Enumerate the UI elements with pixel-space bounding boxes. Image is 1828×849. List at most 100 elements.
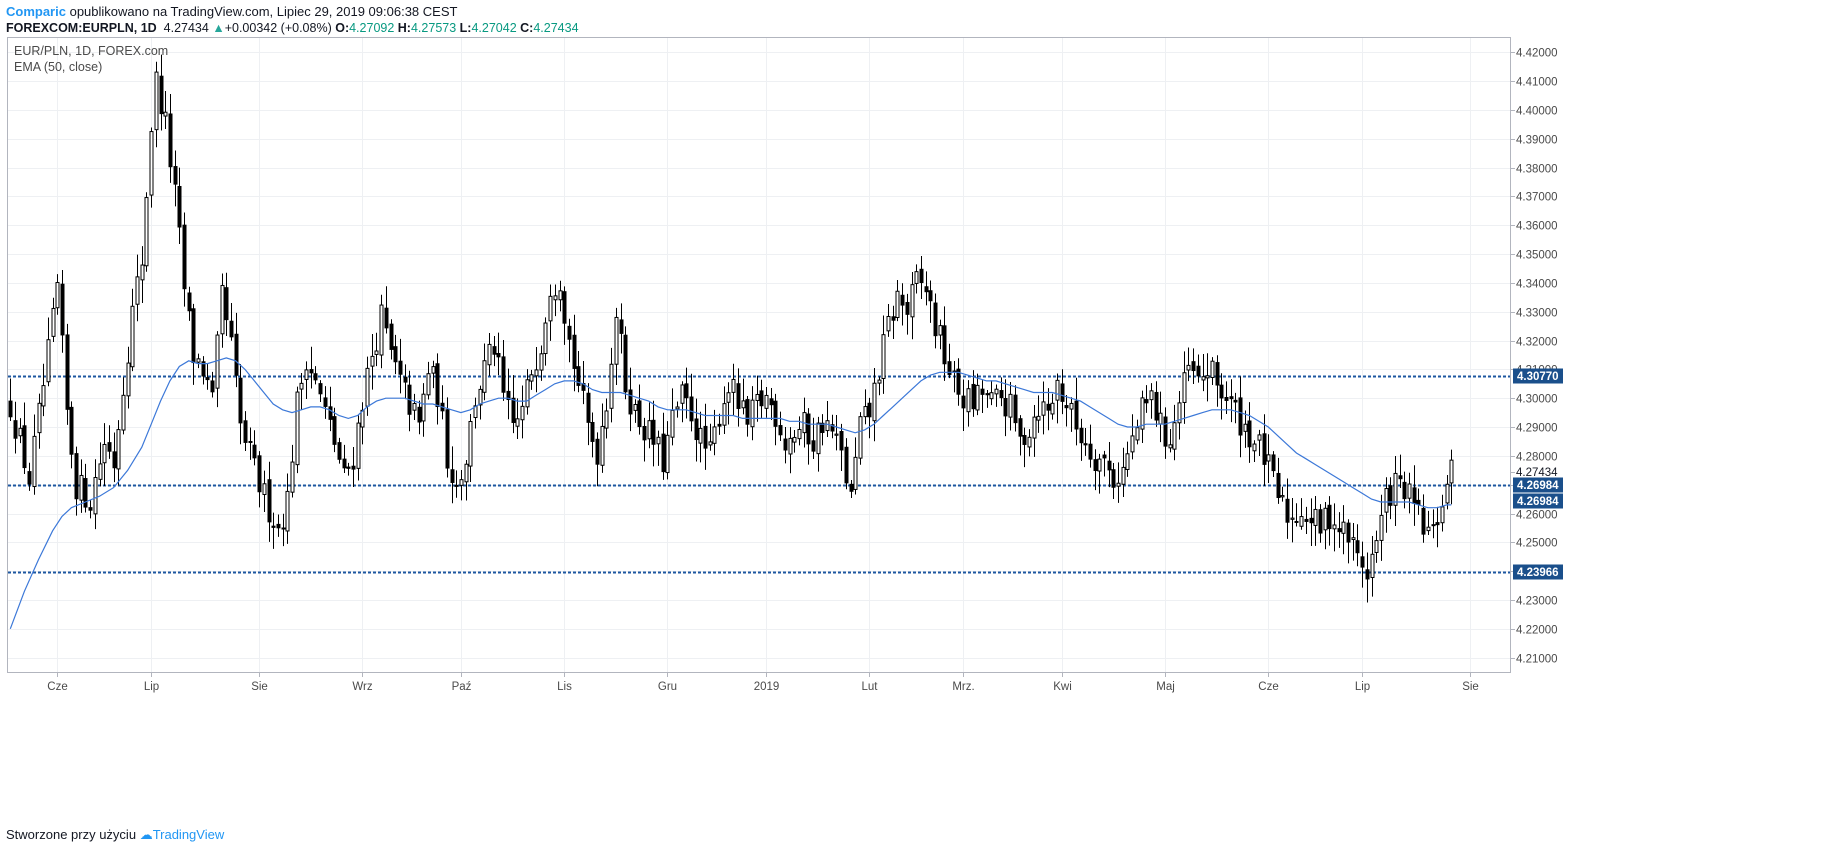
price-badge-2: 4.26984 (1517, 480, 1559, 492)
candle-body-288 (1360, 556, 1365, 568)
published-text: opublikowano na TradingView.com, Lipiec … (69, 4, 458, 19)
ema-line (9, 357, 1452, 630)
candle-body-106 (506, 390, 511, 401)
candle-body-212 (1003, 398, 1008, 417)
candle-body-277 (1309, 517, 1314, 524)
candle-body-135 (642, 425, 647, 441)
candle-body-192 (910, 284, 915, 318)
candle-body-214 (1013, 394, 1018, 424)
candle-body-70 (337, 442, 342, 460)
candle-body-175 (830, 424, 835, 432)
candle-body-203 (961, 395, 966, 409)
candle-body-186 (881, 334, 886, 380)
y-tick-label-7: 4.28000 (1516, 452, 1558, 464)
candle-body-301 (1421, 507, 1426, 535)
candle-body-154 (731, 378, 736, 393)
x-tick-label-9: Mrz. (952, 681, 974, 693)
candle-body-241 (1140, 397, 1145, 430)
candle-body-206 (975, 384, 980, 411)
candle-body-67 (323, 397, 328, 407)
candle-body-10 (55, 282, 60, 309)
candle-body-73 (351, 465, 356, 470)
candle-body-195 (924, 286, 929, 293)
time-axis[interactable]: Cze Lip Sie Wrz Paź Lis Gru 2019 Lut Mrz. Kwi Maj Cz… (47, 672, 1479, 693)
candle-body-187 (886, 315, 891, 332)
plot-area[interactable] (7, 37, 1511, 673)
candle-body-48 (234, 333, 239, 376)
candle-body-286 (1351, 537, 1356, 541)
candle-body-266 (1257, 434, 1262, 441)
candle-body-166 (788, 437, 793, 455)
candle-body-6 (37, 402, 42, 434)
candle-body-81 (389, 323, 394, 350)
legend-indicator[interactable]: EMA (50, close) (14, 60, 102, 74)
price-badge-bg-0 (1513, 368, 1563, 384)
candle-body-242 (1144, 399, 1149, 404)
price-change: +0.00342 (+0.08%) (224, 21, 332, 35)
candle-body-126 (600, 425, 605, 466)
symbol-label: FOREXCOM:EURPLN, 1D (6, 21, 157, 35)
candle-body-295 (1393, 472, 1398, 506)
candle-body-87 (417, 406, 422, 423)
footer: Stworzone przy użyciu ☁TradingView (6, 827, 224, 843)
candle-body-23 (116, 429, 121, 470)
y-tick-label-8: 4.29000 (1516, 423, 1558, 435)
candle-body-287 (1355, 540, 1360, 554)
candle-body-217 (1027, 436, 1032, 448)
candle-body-104 (496, 353, 501, 358)
candle-body-210 (994, 388, 999, 395)
candle-body-205 (971, 383, 976, 410)
candle-body-285 (1346, 522, 1351, 543)
candle-body-46 (224, 287, 229, 321)
candle-body-72 (346, 466, 351, 469)
candle-body-282 (1332, 524, 1337, 530)
candle-body-276 (1304, 518, 1309, 522)
candle-body-167 (792, 436, 797, 443)
candle-body-4 (27, 471, 32, 485)
candle-body-57 (276, 523, 281, 529)
candle-body-304 (1435, 522, 1440, 526)
author-link[interactable]: Comparic (6, 4, 66, 19)
last-price: 4.27434 (163, 21, 209, 35)
candle-body-194 (919, 268, 924, 284)
candle-body-1 (13, 420, 18, 439)
candle-body-124 (590, 421, 595, 442)
x-tick-label-7: 2019 (754, 681, 780, 693)
candle-body-56 (271, 525, 276, 528)
candle-body-307 (1449, 459, 1454, 484)
candle-body-120 (572, 334, 577, 369)
candle-body-140 (665, 434, 670, 474)
candle-body-71 (342, 458, 347, 469)
candle-body-299 (1412, 487, 1417, 504)
candle-body-149 (708, 441, 713, 446)
candle-body-26 (130, 305, 135, 368)
candle-body-275 (1299, 516, 1304, 527)
candle-body-227 (1074, 400, 1079, 430)
candle-body-221 (1046, 403, 1051, 411)
candle-body-139 (661, 433, 666, 473)
candle-body-148 (703, 425, 708, 449)
candle-body-223 (1055, 379, 1060, 401)
candle-body-273 (1290, 517, 1295, 520)
legend-title: EUR/PLN, 1D, FOREX.com (14, 44, 168, 58)
candle-body-99 (473, 405, 478, 419)
y-tick-label-5: 4.26000 (1516, 510, 1558, 522)
candle-body-38 (187, 292, 192, 312)
candle-body-130 (619, 319, 624, 334)
y-tick-label-4: 4.25000 (1516, 538, 1558, 550)
candle-body-144 (684, 383, 689, 399)
candle-body-32 (159, 75, 164, 115)
candle-body-262 (1238, 397, 1243, 436)
candle-body-13 (69, 406, 74, 455)
tradingview-link[interactable]: TradingView (152, 827, 225, 842)
candle-body-123 (586, 392, 591, 423)
candle-body-230 (1088, 443, 1093, 460)
candle-body-193 (914, 271, 919, 284)
candle-body-197 (933, 302, 938, 337)
candle-body-207 (980, 388, 985, 395)
candle-body-234 (1107, 460, 1112, 471)
candle-body-128 (609, 363, 614, 409)
candle-body-268 (1266, 454, 1271, 462)
candle-body-44 (215, 334, 220, 389)
